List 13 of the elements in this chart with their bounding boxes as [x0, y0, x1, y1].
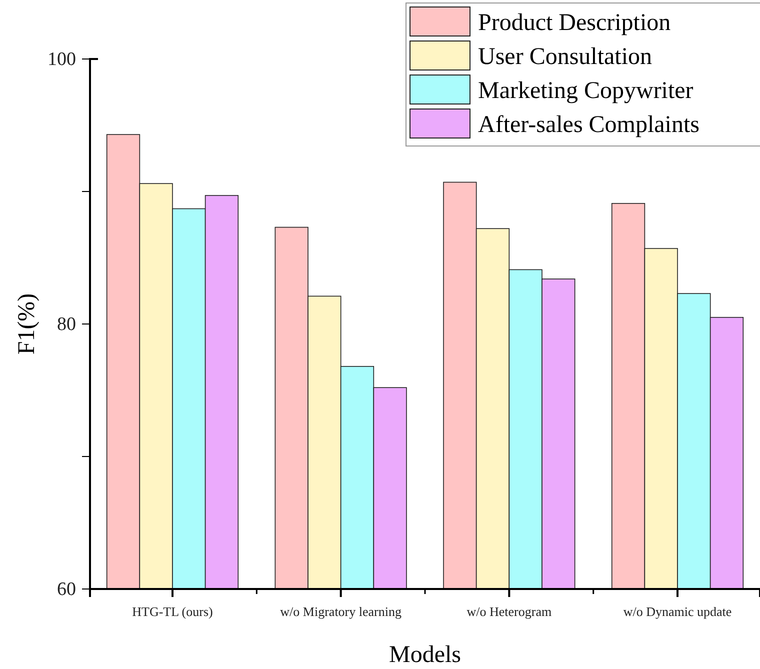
x-tick-label: HTG-TL (ours) [132, 604, 213, 620]
x-axis-title: Models [389, 642, 461, 668]
x-tick-label: w/o Heterogram [466, 604, 552, 620]
x-tick-label: w/o Migratory learning [280, 604, 402, 620]
legend-label: Product Description [478, 10, 671, 36]
legend-label: Marketing Copywriter [478, 78, 694, 104]
x-tick-label: w/o Dynamic update [623, 604, 732, 620]
y-tick-label: 60 [57, 579, 76, 600]
y-axis-title: F1(%) [14, 293, 40, 355]
legend-label: After-sales Complaints [478, 112, 700, 138]
y-tick-label: 100 [48, 49, 76, 70]
y-tick-label: 80 [57, 314, 76, 336]
legend-label: User Consultation [478, 44, 652, 70]
